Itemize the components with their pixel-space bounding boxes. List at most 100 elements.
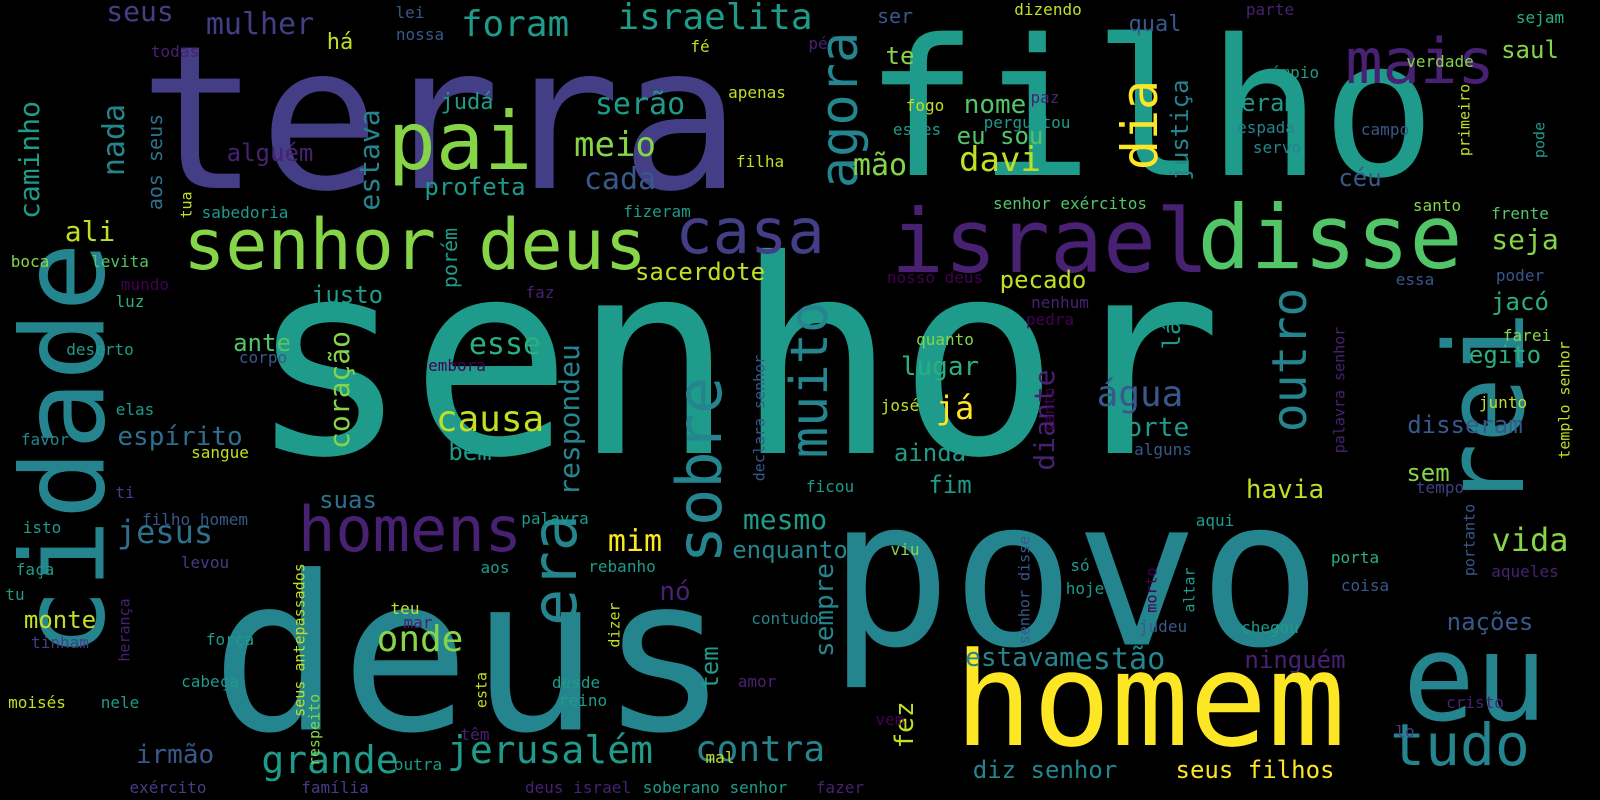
word-tempo: tempo [1415,478,1465,497]
word-campo: campo [1360,120,1410,139]
word-ali: ali [64,215,116,248]
word-aqui: aqui [1195,511,1235,530]
word-pecado: pecado [999,266,1087,294]
word-luz: luz [115,292,145,311]
word-junto: junto [1478,393,1528,412]
word-casa: casa [675,195,825,268]
word-fe: fé [690,37,710,56]
word-vida: vida [1491,521,1569,559]
word-aqueles: aqueles [1491,562,1559,581]
word-corpo: corpo [238,348,288,367]
word-exercito: exército [129,778,207,797]
word-mal: mal [705,748,735,767]
word-viu: viu [890,540,920,559]
word-portanto: portanto [1460,503,1479,577]
word-mao: mão [852,148,908,183]
word-ante: ante [233,329,291,357]
word-tem: tem [696,646,724,690]
word-sejam: sejam [1515,8,1565,27]
word-contra: contra [694,729,826,770]
word-mesmo: mesmo [742,503,828,536]
word-pedra: pedra [1025,310,1075,329]
word-boca: boca [10,252,50,271]
word-frente: frente [1491,204,1549,223]
word-causa: causa [435,399,545,440]
word-justica: justiça [1166,79,1194,181]
word-hoje: hoje [1065,579,1105,598]
word-muito: muito [780,301,840,459]
word-serao: serão [594,87,686,122]
word-reino: reino [558,691,608,710]
word-coracao: coração [323,330,356,450]
word-deserto: deserto [66,340,134,359]
word-davi: davi [959,140,1041,180]
word-fazer: fazer [815,778,865,797]
word-judeu: judeu [1138,617,1188,636]
word-onde: onde [376,619,464,660]
word-filho: filho [864,0,1436,220]
word-santo: santo [1412,196,1462,215]
word-suas: suas [319,486,377,514]
word-agua: água [1096,374,1184,415]
word-jerusalem: jerusalém [447,728,653,772]
word-bem: bem [448,438,492,466]
word-isto: isto [22,518,62,537]
word-faca: faça [15,560,55,579]
word-israelita: israelita [617,0,813,38]
word-fogo: fogo [905,96,945,115]
word-seus-filhos: seus filhos [1175,756,1335,784]
word-pai: pai [387,95,533,188]
word-palavra: palavra [521,509,589,528]
word-contudo: contudo [751,609,819,628]
word-so: só [1070,556,1090,575]
word-vem: vem [875,710,905,729]
word-cristo: cristo [1446,693,1504,712]
word-heranca: herança [115,598,134,662]
word-primeiro: primeiro [1455,83,1474,157]
word-respeito: respeito [305,693,324,767]
word-seus: seus [106,0,174,28]
word-lo: lo [1395,722,1415,741]
word-forca: força [205,630,255,649]
word-estavam: estavam [965,643,1075,673]
word-favor: favor [20,430,70,449]
word-essa: essa [1395,270,1435,289]
word-esta: esta [472,671,491,709]
word-mar: mar [403,613,433,632]
word-qual: qual [1128,12,1182,37]
word-sacerdote: sacerdote [634,258,766,286]
word-tudo: tudo [1390,711,1530,779]
word-estava: estava [353,109,386,211]
word-grande: grande [261,738,399,782]
word-estes: estes [892,120,942,139]
word-declara-senhor: declara senhor [750,354,769,482]
word-tem: têm [460,725,490,744]
word-lei: lei [395,3,425,22]
word-cabeca: cabeça [181,672,239,691]
word-levou: levou [180,553,230,572]
word-filho-homem: filho homem [142,510,248,529]
word-rebanho: rebanho [588,557,656,576]
word-sobre: sobre [663,376,736,564]
word-juda: judá [440,90,494,115]
word-homem: homem [954,624,1346,776]
word-aos-seus: aos seus [143,113,167,211]
word-profeta: profeta [424,173,526,201]
word-desde: desde [551,673,601,692]
word-dizer: dizer [605,602,624,648]
word-paz: paz [1030,88,1060,107]
word-ficou: ficou [805,477,855,496]
word-esse: esse [468,327,542,362]
word-sabedoria: sabedoria [201,203,289,222]
word-mim: mim [607,524,663,559]
word-eu-sou: eu sou [956,122,1044,150]
word-saul: saul [1501,36,1559,64]
word-senhor-deus: senhor deus [183,204,647,286]
word-altar: altar [1180,567,1199,613]
word-la: lá [1158,320,1186,350]
word-ainda: ainda [893,439,967,467]
word-elas: elas [115,400,155,419]
word-aos: aos [480,558,510,577]
word-homens: homens [298,493,522,566]
